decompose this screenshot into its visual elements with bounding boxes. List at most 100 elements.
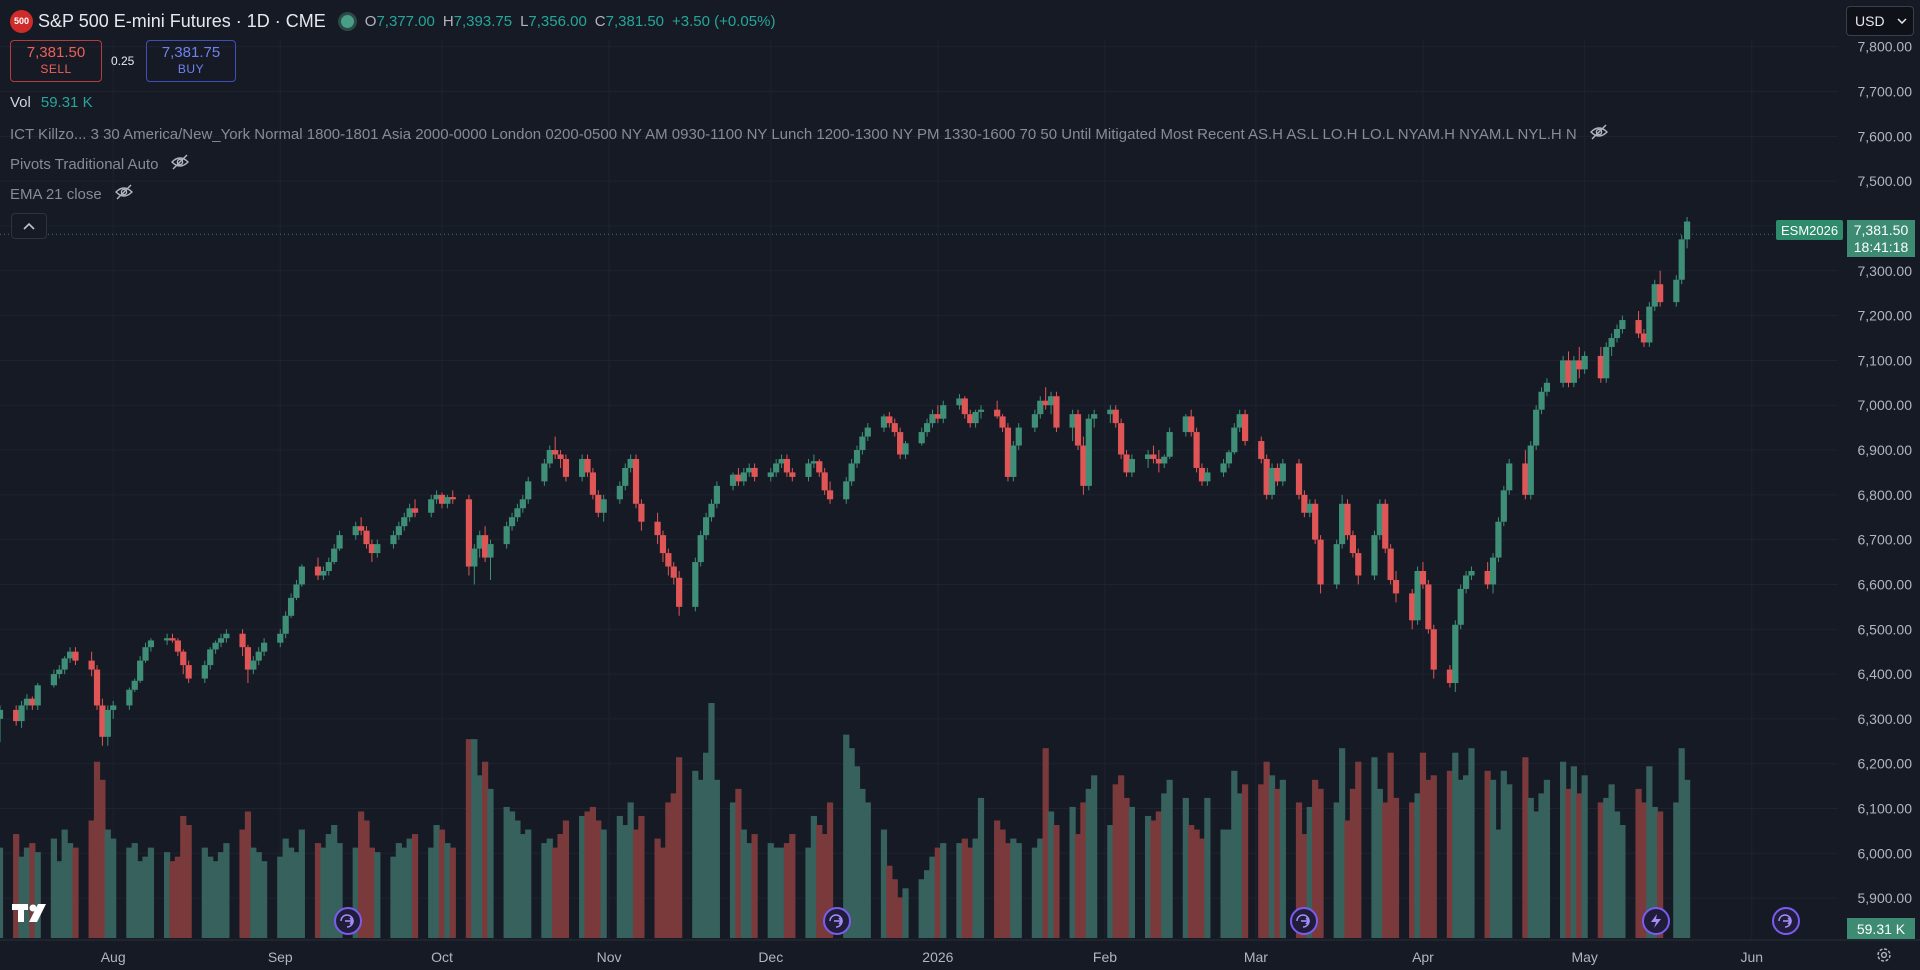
candle-body[interactable]: [956, 398, 963, 406]
candle-body[interactable]: [826, 490, 834, 500]
candle-body[interactable]: [1640, 333, 1648, 343]
candle-body[interactable]: [363, 530, 370, 545]
candle-body[interactable]: [1080, 445, 1087, 486]
candle-body[interactable]: [406, 508, 413, 518]
currency-select[interactable]: USD: [1846, 6, 1914, 36]
candle-body[interactable]: [1301, 494, 1308, 513]
candle-body[interactable]: [1258, 441, 1265, 459]
buy-button[interactable]: 7,381.75 BUY: [146, 40, 236, 82]
candle-body[interactable]: [659, 535, 667, 554]
candle-body[interactable]: [1414, 571, 1421, 621]
candle-body[interactable]: [676, 577, 683, 607]
candle-body[interactable]: [1182, 416, 1189, 433]
candle-body[interactable]: [1091, 414, 1098, 419]
candle-body[interactable]: [201, 665, 208, 679]
candle-body[interactable]: [503, 526, 510, 545]
candle-body[interactable]: [1204, 472, 1211, 482]
candle-body[interactable]: [18, 705, 25, 722]
candle-body[interactable]: [287, 597, 295, 616]
candle-body[interactable]: [1484, 571, 1491, 585]
candle-body[interactable]: [627, 458, 634, 468]
candle-body[interactable]: [622, 467, 629, 486]
candle-body[interactable]: [1376, 503, 1383, 536]
candle-body[interactable]: [163, 638, 171, 641]
candle-body[interactable]: [1635, 320, 1642, 334]
candle-body[interactable]: [471, 548, 478, 567]
candle-body[interactable]: [325, 562, 332, 572]
candle-body[interactable]: [552, 450, 559, 455]
candle-body[interactable]: [56, 669, 63, 675]
candle-body[interactable]: [93, 669, 101, 706]
candle-body[interactable]: [1317, 539, 1324, 585]
candle-body[interactable]: [665, 553, 672, 567]
dividend-event-icon[interactable]: [334, 907, 362, 935]
candle-body[interactable]: [0, 709, 4, 719]
candle-body[interactable]: [1560, 360, 1567, 383]
candle-body[interactable]: [805, 463, 812, 477]
candle-body[interactable]: [169, 638, 176, 641]
dividend-event-icon[interactable]: [823, 907, 851, 935]
candle-body[interactable]: [1533, 409, 1540, 446]
candle-body[interactable]: [320, 571, 327, 576]
candle-body[interactable]: [390, 535, 397, 545]
candle-body[interactable]: [1446, 669, 1454, 684]
candle-body[interactable]: [1295, 463, 1303, 495]
candle-body[interactable]: [1452, 624, 1459, 684]
candle-body[interactable]: [514, 508, 521, 518]
candle-body[interactable]: [1344, 503, 1351, 536]
candle-body[interactable]: [428, 499, 435, 513]
candle-body[interactable]: [261, 642, 268, 652]
candle-body[interactable]: [50, 674, 58, 686]
candle-body[interactable]: [255, 651, 262, 661]
candle-body[interactable]: [147, 640, 155, 648]
candle-body[interactable]: [546, 450, 553, 464]
tradingview-logo-icon[interactable]: [12, 900, 54, 929]
candle-body[interactable]: [1581, 355, 1588, 370]
candle-body[interactable]: [1339, 503, 1346, 545]
candle-body[interactable]: [848, 463, 855, 482]
candle-body[interactable]: [525, 481, 532, 500]
candle-body[interactable]: [961, 398, 968, 415]
candle-body[interactable]: [923, 423, 931, 433]
candle-body[interactable]: [185, 665, 192, 679]
candle-body[interactable]: [1646, 306, 1653, 343]
candle-body[interactable]: [131, 680, 138, 690]
candle-body[interactable]: [1004, 427, 1012, 477]
candle-body[interactable]: [579, 458, 586, 477]
candle-body[interactable]: [902, 443, 909, 455]
candle-body[interactable]: [697, 535, 704, 563]
candle-body[interactable]: [239, 633, 246, 648]
candle-body[interactable]: [29, 698, 36, 706]
candle-body[interactable]: [223, 633, 230, 639]
candle-body[interactable]: [729, 474, 737, 486]
legend-killzones[interactable]: ICT Killzo... 3 30 America/New_York Norm…: [10, 124, 1609, 144]
candle-body[interactable]: [1683, 221, 1691, 240]
candle-body[interactable]: [298, 566, 305, 585]
eye-off-icon[interactable]: [170, 154, 190, 174]
candle-body[interactable]: [1306, 503, 1313, 513]
candle-body[interactable]: [1651, 284, 1658, 307]
symbol-title[interactable]: S&P 500 E-mini Futures · 1D · CME: [38, 10, 326, 31]
candle-body[interactable]: [1107, 409, 1114, 415]
candle-body[interactable]: [368, 544, 376, 554]
candle-body[interactable]: [1010, 445, 1017, 477]
candle-body[interactable]: [999, 416, 1006, 428]
candle-body[interactable]: [692, 562, 699, 607]
candle-body[interactable]: [1161, 456, 1168, 464]
candle-body[interactable]: [433, 494, 440, 500]
candle-body[interactable]: [595, 494, 602, 513]
candle-body[interactable]: [1037, 400, 1044, 415]
candle-body[interactable]: [23, 698, 31, 706]
candle-body[interactable]: [702, 517, 710, 536]
candle-body[interactable]: [110, 705, 117, 710]
candle-body[interactable]: [1382, 503, 1389, 549]
candle-body[interactable]: [1419, 571, 1427, 585]
candle-body[interactable]: [880, 416, 888, 428]
candle-body[interactable]: [1274, 467, 1281, 482]
sell-button[interactable]: 7,381.50 SELL: [10, 40, 102, 82]
candle-body[interactable]: [174, 640, 181, 652]
candle-body[interactable]: [13, 709, 20, 722]
candle-body[interactable]: [1333, 544, 1340, 585]
candle-body[interactable]: [476, 535, 483, 549]
eye-off-icon[interactable]: [114, 184, 134, 204]
